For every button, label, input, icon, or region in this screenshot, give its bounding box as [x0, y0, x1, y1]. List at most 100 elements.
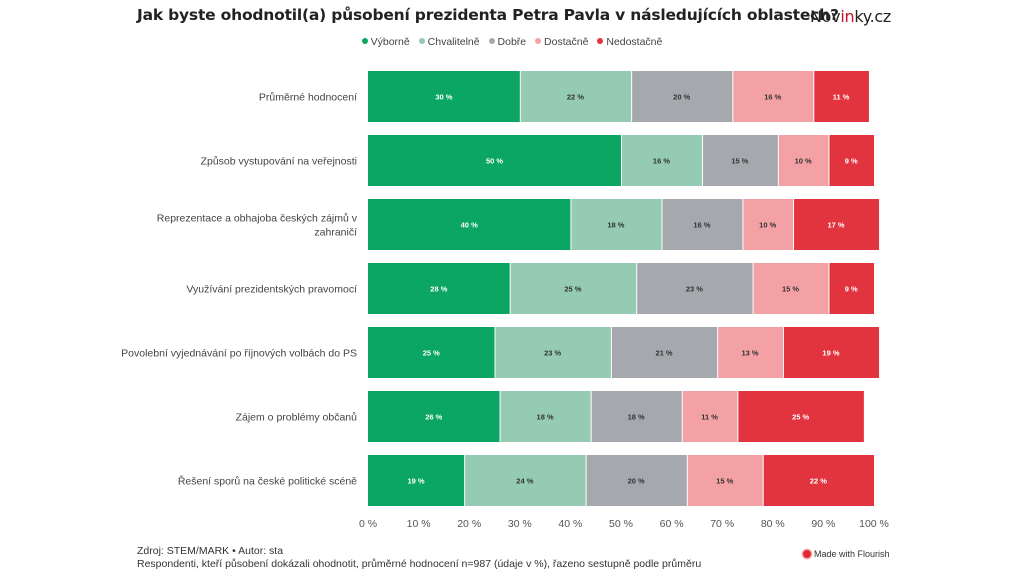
bar-segment[interactable]	[368, 391, 500, 442]
bar-segment[interactable]	[510, 263, 637, 314]
bar-segment[interactable]	[743, 199, 794, 250]
bar-segment[interactable]	[682, 391, 738, 442]
bar-segment[interactable]	[611, 327, 718, 378]
x-tick-label: 40 %	[558, 518, 582, 530]
row-label: Využívání prezidentských pravomocí	[186, 284, 357, 296]
bar-value-label: 10 %	[759, 221, 776, 230]
bar-segment[interactable]	[814, 71, 869, 122]
row-label: Způsob vystupování na veřejnosti	[201, 156, 357, 168]
bar-value-label: 18 %	[607, 221, 624, 230]
made-with-flourish-link[interactable]: Made with Flourish	[803, 549, 890, 559]
brand-suffix: ky.cz	[854, 7, 891, 26]
bar-value-label: 18 %	[628, 413, 645, 422]
source-line: Zdroj: STEM/MARK • Autor: sta	[137, 545, 284, 557]
bar-segment[interactable]	[591, 391, 682, 442]
chart-legend: Výborně Chvalitelně Dobře Dostačně Nedos…	[0, 36, 1024, 48]
x-tick-label: 70 %	[710, 518, 734, 530]
x-tick-label: 80 %	[761, 518, 785, 530]
bar-segment[interactable]	[794, 199, 880, 250]
x-tick-label: 10 %	[407, 518, 431, 530]
bar-segment[interactable]	[520, 71, 632, 122]
bar-segment[interactable]	[368, 327, 495, 378]
row-labels-group: Průměrné hodnocení Způsob vystupování na …	[121, 92, 358, 488]
legend-label: Nedostačně	[606, 36, 663, 48]
legend-item-nedostacne[interactable]: Nedostačně	[597, 36, 662, 48]
bar-segment[interactable]	[368, 135, 621, 186]
legend-dot-icon	[488, 38, 495, 45]
bar-value-label: 30 %	[435, 93, 452, 102]
bar-value-label: 22 %	[810, 477, 827, 486]
bar-value-label: 17 %	[827, 221, 844, 230]
bar-segment[interactable]	[753, 263, 829, 314]
bar-segment[interactable]	[500, 391, 591, 442]
bar-segment[interactable]	[763, 455, 874, 506]
bar-segment[interactable]	[586, 455, 687, 506]
bar-value-label: 11 %	[701, 413, 718, 422]
legend-label: Chvalitelně	[427, 36, 480, 48]
bar-value-label: 25 %	[792, 413, 809, 422]
bar-segment[interactable]	[495, 327, 611, 378]
row-label: Zájem o problémy občanů	[236, 412, 358, 424]
legend-dot-icon	[418, 38, 425, 45]
bar-value-label: 28 %	[430, 285, 447, 294]
bar-segment[interactable]	[368, 455, 465, 506]
brand-accent: in	[840, 7, 855, 26]
bar-segment[interactable]	[465, 455, 586, 506]
row-label: Průměrné hodnocení	[259, 92, 357, 104]
bar-value-label: 26 %	[425, 413, 442, 422]
bar-value-label: 20 %	[628, 477, 645, 486]
bar-value-label: 23 %	[544, 349, 561, 358]
bar-segment[interactable]	[368, 199, 571, 250]
bar-value-label: 24 %	[516, 477, 533, 486]
bar-segment[interactable]	[368, 263, 510, 314]
bar-segment[interactable]	[738, 391, 864, 442]
row-label: Řešení sporů na české politické scéně	[178, 475, 357, 488]
bar-segment[interactable]	[718, 327, 783, 378]
bar-value-label: 21 %	[655, 349, 672, 358]
bar-value-label: 10 %	[795, 157, 812, 166]
legend-dot-icon	[597, 38, 604, 45]
x-tick-label: 30 %	[508, 518, 532, 530]
bar-segment[interactable]	[622, 135, 702, 186]
bar-segment[interactable]	[702, 135, 778, 186]
bar-value-label: 19 %	[822, 349, 839, 358]
legend-item-vyborne[interactable]: Výborně	[361, 36, 410, 48]
x-tick-label: 20 %	[457, 518, 481, 530]
bar-value-label: 50 %	[486, 157, 503, 166]
legend-label: Dostačně	[544, 36, 589, 48]
bar-segment[interactable]	[637, 263, 753, 314]
bar-segment[interactable]	[783, 327, 880, 378]
chart-title: Jak byste ohodnotil(a) působení preziden…	[137, 6, 839, 24]
bar-segment[interactable]	[733, 71, 814, 122]
bar-segment[interactable]	[829, 263, 874, 314]
bar-segment[interactable]	[571, 199, 662, 250]
bar-value-label: 19 %	[408, 477, 425, 486]
note-line: Respondenti, kteří působení dokázali oho…	[137, 558, 702, 570]
x-tick-label: 90 %	[811, 518, 835, 530]
x-tick-label: 60 %	[660, 518, 684, 530]
made-with-label: Made with Flourish	[814, 549, 890, 559]
legend-dot-icon	[361, 38, 368, 45]
bar-value-label: 25 %	[423, 349, 440, 358]
x-axis-ticks-group: 0 % 10 % 20 % 30 % 40 % 50 % 60 % 70 % 80 % 90 % 1…	[359, 518, 889, 530]
bar-value-label: 15 %	[731, 157, 748, 166]
bar-segment[interactable]	[687, 455, 763, 506]
bar-segment[interactable]	[632, 71, 733, 122]
legend-item-dobre[interactable]: Dobře	[488, 36, 526, 48]
legend-item-chvalitelne[interactable]: Chvalitelně	[418, 36, 480, 48]
x-tick-label: 100 %	[859, 518, 889, 530]
bar-value-label: 11 %	[833, 93, 850, 102]
brand-logo[interactable]: Novinky.cz	[810, 7, 891, 26]
x-tick-label: 50 %	[609, 518, 633, 530]
bar-segment[interactable]	[368, 71, 520, 122]
bar-value-label: 9 %	[845, 285, 858, 294]
bar-segment[interactable]	[829, 135, 874, 186]
legend-item-dostacne[interactable]: Dostačně	[535, 36, 588, 48]
bar-value-label: 15 %	[782, 285, 799, 294]
legend-label: Výborně	[370, 36, 410, 48]
bar-segment[interactable]	[662, 199, 743, 250]
bar-segment[interactable]	[778, 135, 829, 186]
bar-value-label: 16 %	[653, 157, 670, 166]
